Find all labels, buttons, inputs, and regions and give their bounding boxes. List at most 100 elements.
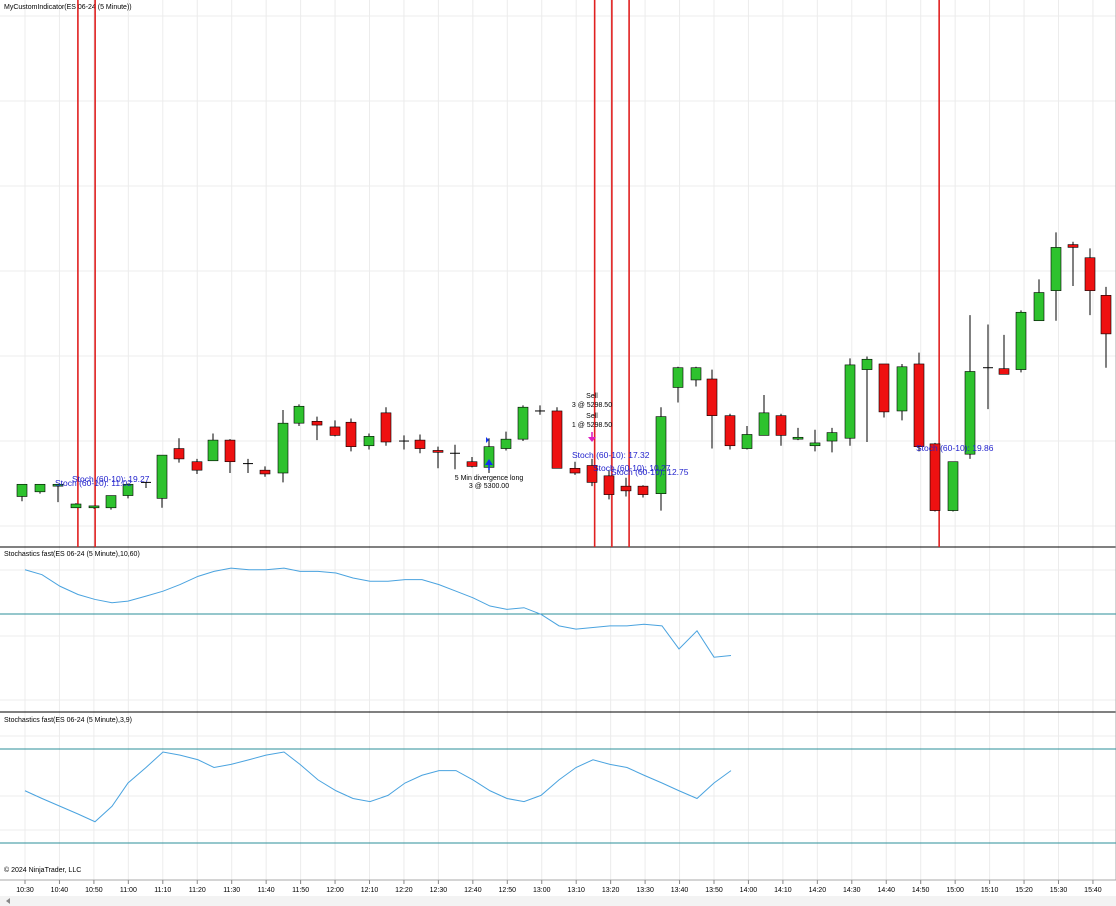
candle bbox=[775, 413, 787, 446]
candle bbox=[690, 366, 702, 387]
candle bbox=[243, 458, 253, 473]
candle bbox=[380, 407, 392, 446]
annotation-stoch-3: Stoch (60-10): 17.32 bbox=[572, 450, 650, 460]
x-tick-label: 15:00 bbox=[946, 887, 964, 894]
candle bbox=[964, 315, 976, 459]
candle bbox=[741, 426, 753, 450]
x-tick-label: 13:10 bbox=[567, 887, 585, 894]
x-tick-label: 10:40 bbox=[51, 887, 69, 894]
x-tick-label: 14:00 bbox=[740, 887, 758, 894]
candle bbox=[173, 438, 185, 463]
x-tick-label: 15:20 bbox=[1015, 887, 1033, 894]
annotations: Stoch (60-10): 19.27 Stoch (60-10): 11.0… bbox=[55, 393, 994, 490]
x-tick-label: 14:50 bbox=[912, 887, 930, 894]
candle bbox=[809, 429, 821, 452]
candle bbox=[1067, 241, 1079, 286]
x-tick-label: 11:20 bbox=[189, 887, 206, 894]
scrollbar[interactable] bbox=[0, 896, 1116, 906]
candle bbox=[105, 495, 117, 510]
x-tick-label: 13:40 bbox=[671, 887, 689, 894]
x-tick-label: 10:30 bbox=[16, 887, 34, 894]
candle bbox=[363, 433, 375, 450]
candle bbox=[191, 458, 203, 474]
candle bbox=[122, 483, 134, 499]
annotation-sell-2-sub: 1 @ 5298.50 bbox=[572, 422, 612, 429]
candle bbox=[156, 454, 168, 508]
annotation-stoch-5: Stoch (60-10): 12.75 bbox=[611, 467, 689, 477]
candle bbox=[861, 356, 873, 442]
annotation-sell-1-sub: 3 @ 5298.50 bbox=[572, 402, 612, 409]
x-tick-label: 13:50 bbox=[705, 887, 723, 894]
candle bbox=[88, 505, 100, 509]
candle bbox=[586, 458, 598, 487]
candle bbox=[311, 416, 323, 441]
candles[interactable] bbox=[16, 232, 1112, 512]
candle bbox=[399, 435, 409, 450]
candle bbox=[637, 485, 649, 498]
candle bbox=[207, 433, 219, 462]
candle bbox=[913, 352, 925, 452]
annotation-divergence-label: 5 Min divergence long bbox=[455, 475, 524, 482]
x-tick-label: 12:10 bbox=[361, 887, 379, 894]
candle bbox=[983, 324, 993, 410]
candle bbox=[896, 363, 908, 421]
candle bbox=[603, 470, 615, 500]
candle bbox=[551, 407, 563, 469]
candle bbox=[414, 434, 426, 454]
stoch-1-title: Stochastics fast(ES 06-24 (5 Minute),10,… bbox=[4, 551, 140, 558]
entry-marker-icon bbox=[486, 437, 489, 443]
x-tick-label: 12:40 bbox=[464, 887, 482, 894]
annotation-stoch-1: Stoch (60-10): 19.27 bbox=[72, 474, 150, 484]
stoch-2-title: Stochastics fast(ES 06-24 (5 Minute),3,9… bbox=[4, 717, 132, 724]
candle bbox=[224, 439, 236, 473]
x-tick-label: 11:30 bbox=[223, 887, 240, 894]
candle bbox=[878, 363, 890, 418]
candle bbox=[724, 413, 736, 450]
x-tick-label: 12:30 bbox=[430, 887, 448, 894]
x-tick-label: 15:30 bbox=[1050, 887, 1068, 894]
candle bbox=[466, 457, 478, 468]
x-tick-label: 13:00 bbox=[533, 887, 551, 894]
x-tick-label: 12:00 bbox=[326, 887, 344, 894]
candle bbox=[345, 418, 357, 452]
candle bbox=[500, 431, 512, 451]
scroll-left-icon[interactable] bbox=[6, 898, 10, 904]
candle bbox=[569, 461, 581, 475]
copyright-text: © 2024 NinjaTrader, LLC bbox=[4, 866, 81, 874]
candle bbox=[620, 477, 632, 497]
candle bbox=[1033, 279, 1045, 322]
candle bbox=[1050, 232, 1062, 321]
signal-lines bbox=[77, 0, 940, 547]
annotation-sell-2-label: Sell bbox=[586, 413, 598, 420]
candle bbox=[535, 405, 545, 415]
x-tick-label: 11:10 bbox=[154, 887, 171, 894]
candle bbox=[259, 466, 271, 477]
candle bbox=[141, 481, 151, 489]
candle bbox=[844, 358, 856, 446]
annotation-stoch-4: Stoch (60-10): 10.27 bbox=[593, 463, 671, 473]
candle bbox=[517, 405, 529, 442]
candle bbox=[826, 427, 838, 453]
candle bbox=[277, 410, 289, 483]
stoch-2-line bbox=[24, 751, 732, 823]
candle bbox=[1015, 310, 1027, 373]
x-tick-label: 10:50 bbox=[85, 887, 103, 894]
candle bbox=[706, 369, 718, 449]
annotation-divergence-sub: 3 @ 5300.00 bbox=[469, 483, 509, 490]
sell-arrow-icon bbox=[588, 432, 596, 442]
candle bbox=[432, 446, 444, 469]
window-title: MyCustomIndicator(ES 06-24 (5 Minute)) bbox=[4, 4, 132, 11]
candle bbox=[329, 420, 341, 437]
candle bbox=[792, 427, 804, 441]
candle bbox=[1100, 286, 1112, 368]
stoch-1-line bbox=[24, 567, 732, 658]
x-tick-label: 12:20 bbox=[395, 887, 413, 894]
candle bbox=[655, 407, 667, 511]
candle bbox=[998, 334, 1010, 375]
x-tick-label: 13:30 bbox=[636, 887, 654, 894]
candle bbox=[947, 461, 959, 512]
x-tick-label: 11:50 bbox=[292, 887, 309, 894]
annotation-stoch-2: Stoch (60-10): 11.02 bbox=[55, 478, 132, 488]
candle bbox=[758, 394, 770, 436]
